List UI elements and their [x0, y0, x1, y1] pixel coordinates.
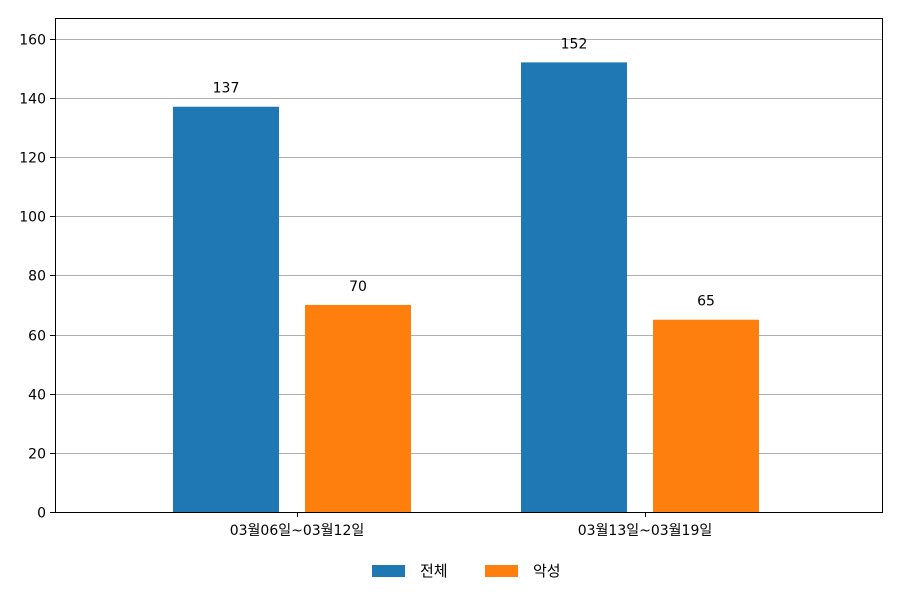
bars: [173, 62, 759, 513]
legend-label: 전체: [420, 562, 448, 580]
y-tick-label: 40: [28, 388, 46, 404]
y-tick-label: 140: [19, 92, 46, 108]
bar-value-label: 137: [213, 81, 240, 97]
y-tick-label: 20: [28, 447, 46, 463]
bar-value-labels: 137 152 70 65: [213, 36, 715, 309]
y-tick-label: 120: [19, 151, 46, 167]
bar-malicious: [305, 304, 411, 512]
legend: 전체 악성: [372, 562, 561, 580]
y-tick-label: 100: [19, 210, 46, 226]
x-tick-label: 03월06일~03월12일: [230, 523, 365, 539]
legend-label: 악성: [533, 562, 561, 580]
x-axis: 03월06일~03월12일 03월13일~03월19일: [230, 512, 713, 539]
y-tick-label: 160: [19, 33, 46, 49]
bar-value-label: 65: [697, 294, 715, 310]
y-tick-label: 60: [28, 329, 46, 345]
legend-swatch: [372, 565, 405, 577]
bar-value-label: 70: [349, 279, 367, 295]
bar-malicious: [653, 319, 759, 512]
x-tick-label: 03월13일~03월19일: [578, 523, 713, 539]
y-tick-label: 80: [28, 269, 46, 285]
legend-swatch: [485, 565, 518, 577]
y-axis: 0 20 40 60 80 100 120 140 160: [19, 33, 55, 522]
bar-total: [173, 106, 279, 512]
plot-frame: [55, 18, 883, 513]
bar-total: [521, 62, 627, 513]
bar-value-label: 152: [561, 36, 588, 52]
y-tick-label: 0: [37, 506, 46, 522]
